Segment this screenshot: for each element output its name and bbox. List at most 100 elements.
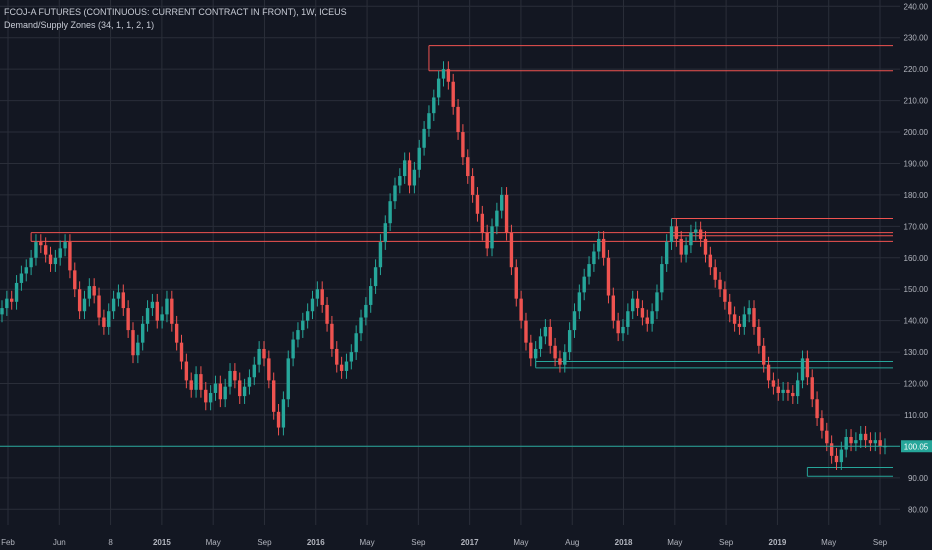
candle-body	[247, 377, 252, 387]
candle-body	[29, 257, 33, 268]
candle-body	[305, 311, 310, 321]
candle-body	[446, 69, 451, 82]
candle-body	[34, 242, 38, 258]
candle-body	[470, 176, 475, 195]
candle-body	[330, 323, 334, 349]
candle-body	[771, 380, 776, 387]
candle-body	[87, 286, 92, 299]
candle-body	[645, 317, 649, 324]
x-tick-label: 2015	[153, 538, 171, 547]
x-tick-label: 2018	[615, 538, 633, 547]
candle-body	[766, 364, 771, 381]
x-tick-label: Sep	[719, 538, 734, 547]
candle-body	[339, 364, 344, 371]
x-tick-label: Sep	[873, 538, 888, 547]
candle-body	[208, 392, 213, 403]
y-tick-label: 170.00	[904, 222, 929, 231]
candle-body	[262, 348, 266, 359]
x-tick-label: Feb	[1, 538, 15, 547]
candle-body	[626, 311, 630, 327]
candle-body	[24, 267, 28, 274]
candle-body	[315, 289, 320, 299]
candle-body	[354, 333, 358, 353]
last-price-tag: 100.05	[901, 440, 932, 453]
candle-body	[708, 254, 713, 268]
candle-body	[640, 308, 645, 318]
candle-body	[233, 370, 237, 381]
candle-body	[5, 298, 9, 309]
candle-body	[0, 308, 4, 315]
candle-body	[529, 342, 533, 359]
candle-body	[422, 128, 426, 148]
candle-body	[184, 361, 189, 381]
candle-body	[635, 298, 640, 309]
candle-body	[63, 242, 67, 249]
candle-body	[800, 358, 805, 381]
candle-body	[189, 380, 193, 390]
y-tick-label: 140.00	[904, 317, 929, 326]
candle-body	[601, 238, 606, 258]
x-tick-label: May	[206, 538, 221, 547]
grid	[0, 0, 900, 525]
candle-body	[844, 436, 848, 450]
candle-body	[776, 386, 780, 393]
candle-body	[257, 348, 261, 365]
candle-body	[825, 430, 829, 444]
candle-body	[694, 229, 698, 233]
candle-body	[587, 264, 591, 277]
candle-body	[19, 273, 24, 283]
candle-body	[281, 399, 286, 428]
candle-body	[495, 210, 499, 227]
candle-body	[417, 147, 421, 170]
candles	[0, 61, 887, 470]
candle-body	[131, 330, 135, 356]
candle-body	[732, 314, 737, 324]
candle-body	[39, 242, 43, 246]
candle-body	[567, 330, 572, 353]
candle-body	[402, 160, 407, 177]
candle-body	[10, 298, 14, 302]
x-tick-label: Sep	[411, 538, 426, 547]
candle-body	[218, 383, 223, 400]
candle-body	[145, 308, 150, 324]
candle-body	[373, 267, 378, 287]
candle-body	[757, 326, 761, 346]
candle-body	[267, 358, 271, 381]
candle-body	[703, 238, 708, 255]
candle-body	[126, 308, 130, 331]
candle-body	[572, 311, 577, 331]
candle-body	[504, 194, 509, 233]
y-tick-label: 230.00	[904, 34, 929, 43]
candle-body	[107, 311, 111, 327]
candle-body	[805, 358, 810, 378]
candle-body	[359, 317, 363, 334]
candle-body	[849, 436, 853, 444]
candle-body	[412, 169, 417, 186]
candle-body	[713, 267, 717, 280]
candle-body	[616, 320, 620, 334]
candle-body	[873, 440, 877, 444]
candle-body	[490, 226, 494, 249]
candle-body	[795, 380, 800, 397]
candle-body	[194, 374, 198, 390]
candle-body	[407, 160, 412, 186]
y-tick-label: 220.00	[904, 65, 929, 74]
y-tick-label: 90.00	[908, 474, 929, 483]
candle-body	[301, 320, 305, 331]
candle-body	[684, 245, 688, 255]
candle-body	[383, 223, 387, 243]
x-tick-label: Sep	[257, 538, 272, 547]
candle-body	[291, 339, 295, 359]
time-axis[interactable]: Feb Jun 8 2015 May Sep 2016 May Sep 2017 May Aug 201…	[1, 538, 888, 547]
candle-body	[378, 242, 383, 268]
candle-body	[73, 270, 77, 290]
candle-body	[475, 194, 480, 214]
candle-body	[631, 298, 635, 312]
y-tick-label: 130.00	[904, 348, 929, 357]
candle-body	[728, 301, 732, 315]
candle-body	[514, 267, 518, 299]
candle-body	[369, 286, 373, 305]
candle-body	[364, 304, 368, 318]
candle-body	[762, 345, 766, 365]
